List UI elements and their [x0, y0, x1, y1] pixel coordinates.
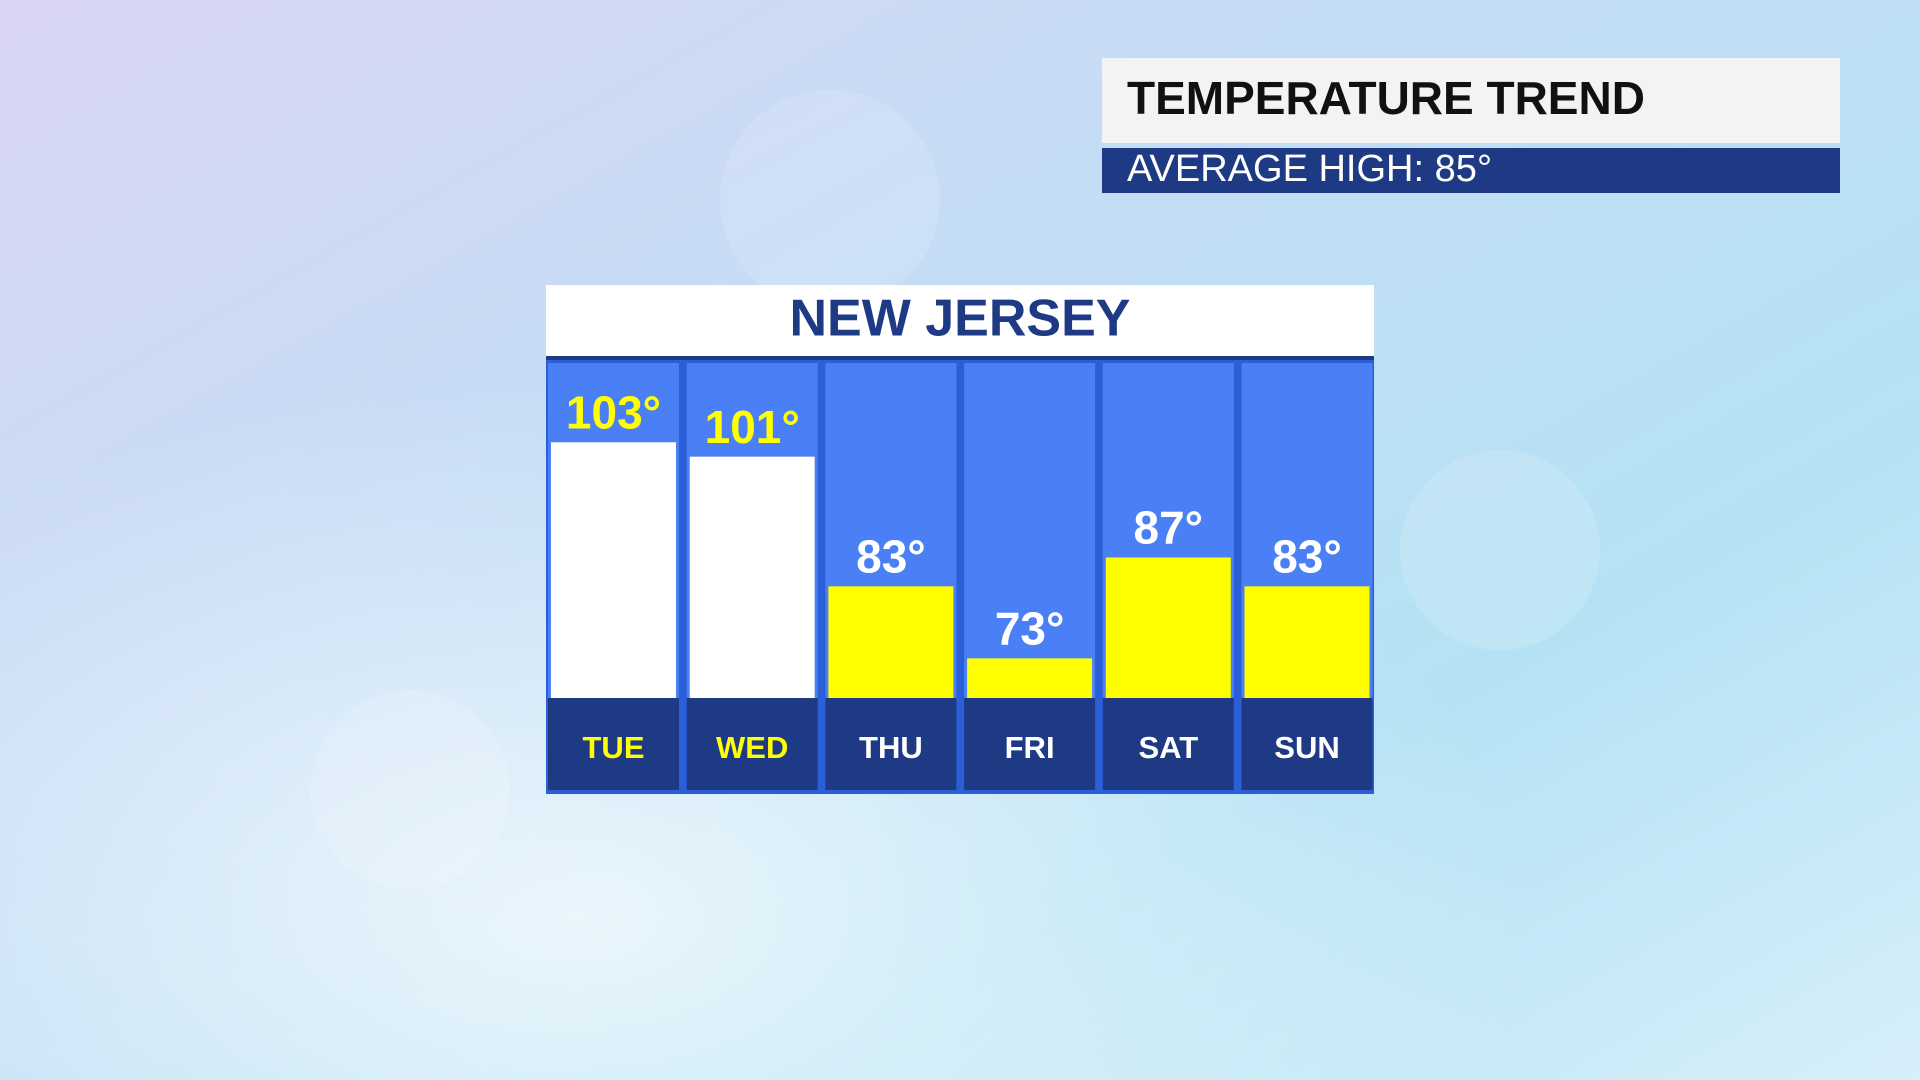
- plot-frame: [546, 360, 1374, 794]
- column-background: [964, 363, 1096, 698]
- bokeh: [310, 690, 510, 890]
- day-label-box: [548, 698, 679, 790]
- header-subtitle: AVERAGE HIGH: 85°: [1127, 148, 1492, 190]
- value-label: 83°: [856, 530, 926, 582]
- bokeh: [720, 90, 940, 310]
- value-label: 73°: [995, 603, 1065, 655]
- value-label: 83°: [1272, 530, 1342, 582]
- x-tick-label: SAT: [1138, 730, 1198, 765]
- x-tick-label: SUN: [1274, 730, 1339, 765]
- bar: [551, 442, 676, 698]
- value-label: 87°: [1134, 502, 1204, 554]
- bar: [689, 456, 815, 698]
- header-box: [1102, 58, 1840, 143]
- bar: [967, 658, 1093, 698]
- bar: [828, 586, 954, 698]
- header-title: TEMPERATURE TREND: [1127, 72, 1645, 124]
- day-label-box: [686, 698, 818, 790]
- bokeh: [1400, 450, 1600, 650]
- chart-title-box: [546, 285, 1374, 358]
- x-tick-label: THU: [859, 730, 923, 765]
- day-label-box: [964, 698, 1096, 790]
- x-tick-label: WED: [716, 730, 788, 765]
- chart-title-rule: [546, 356, 1374, 360]
- chart-title: NEW JERSEY: [790, 290, 1131, 348]
- x-tick-label: TUE: [583, 730, 645, 765]
- day-label-box: [825, 698, 957, 790]
- day-label-box: [1241, 698, 1373, 790]
- value-label: 101°: [705, 401, 800, 453]
- day-label-box: [1102, 698, 1234, 790]
- value-label: 103°: [566, 386, 661, 438]
- header-subtitle-bar: [1102, 148, 1840, 193]
- bar: [1244, 586, 1370, 698]
- bar: [1105, 557, 1231, 698]
- x-tick-label: FRI: [1005, 730, 1055, 765]
